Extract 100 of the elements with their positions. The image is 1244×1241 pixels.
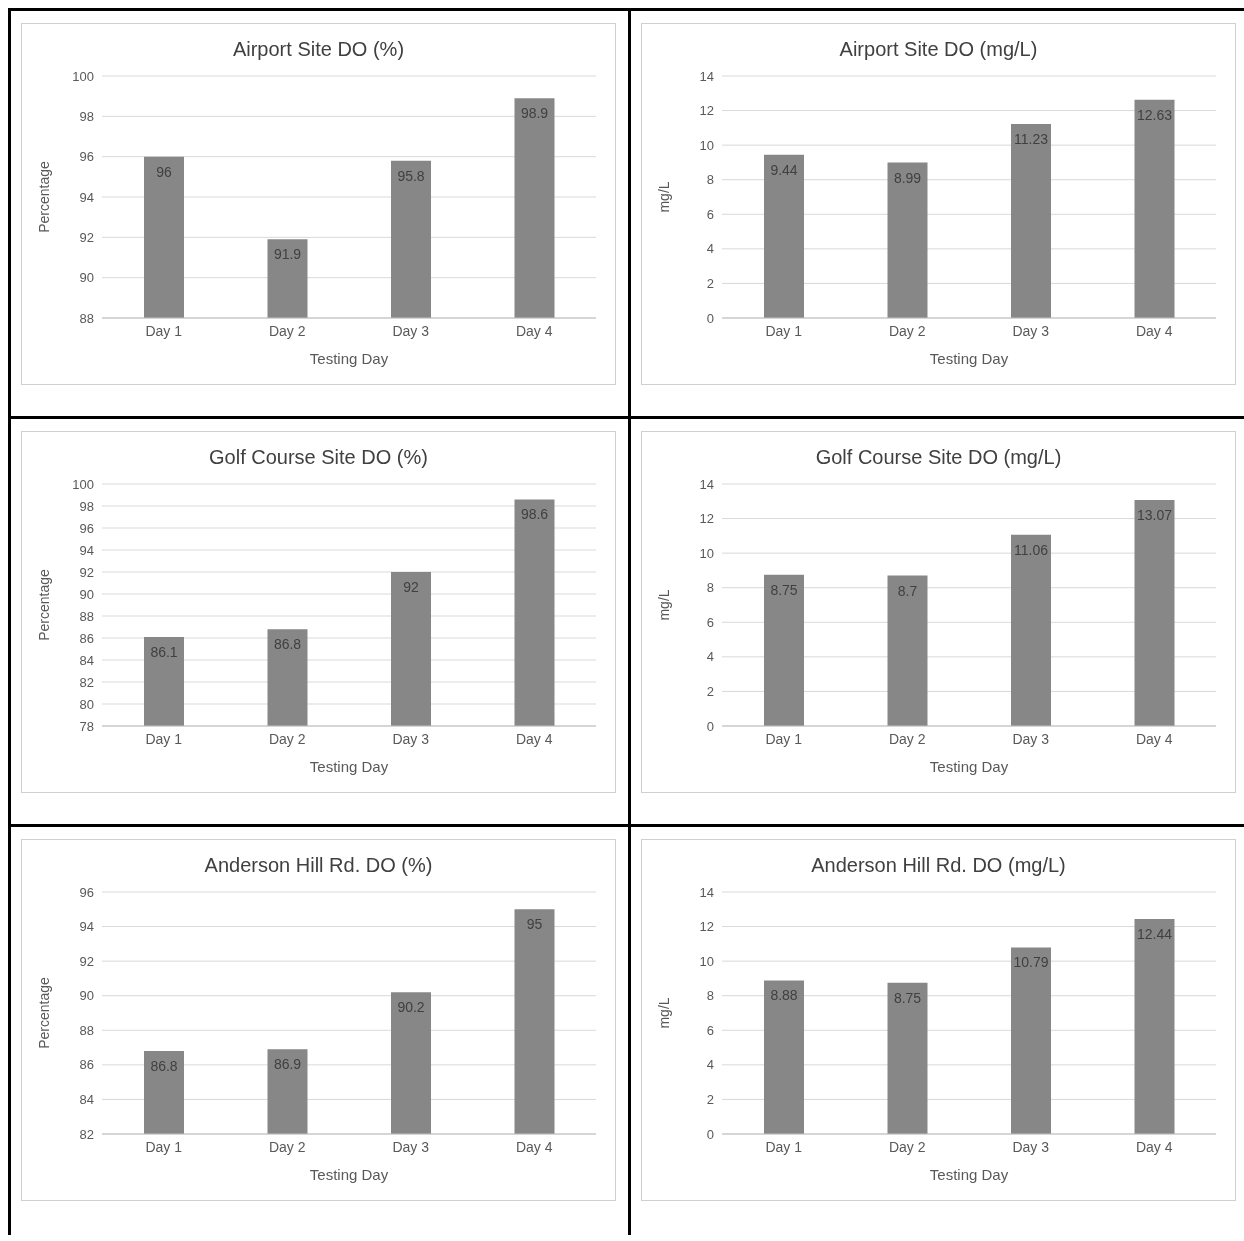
x-tick-label: Day 2 bbox=[888, 322, 926, 339]
y-tick-label: 8 bbox=[706, 580, 714, 596]
y-tick-label: 82 bbox=[79, 1126, 94, 1142]
y-tick-label: 10 bbox=[699, 545, 714, 561]
y-tick-label: 84 bbox=[79, 652, 94, 668]
y-tick-label: 88 bbox=[79, 608, 94, 624]
x-tick-label: Day 1 bbox=[765, 322, 803, 339]
y-axis-title: Percentage bbox=[35, 160, 52, 233]
data-label: 11.06 bbox=[1014, 541, 1049, 558]
x-tick-label: Day 3 bbox=[392, 322, 430, 339]
y-tick-label: 4 bbox=[706, 1057, 714, 1073]
y-tick-label: 96 bbox=[79, 884, 94, 900]
y-tick-label: 92 bbox=[79, 229, 94, 245]
y-tick-label: 92 bbox=[79, 564, 94, 580]
y-tick-label: 12 bbox=[699, 919, 714, 935]
x-tick-label: Day 2 bbox=[268, 1138, 306, 1155]
x-tick-label: Day 2 bbox=[888, 1138, 926, 1155]
y-tick-label: 90 bbox=[79, 270, 94, 286]
x-tick-label: Day 3 bbox=[1012, 1138, 1050, 1155]
y-tick-label: 82 bbox=[79, 674, 94, 690]
x-tick-label: Day 1 bbox=[145, 322, 183, 339]
y-tick-label: 14 bbox=[699, 884, 714, 900]
y-tick-label: 10 bbox=[699, 953, 714, 969]
chart-title: Airport Site DO (mg/L) bbox=[838, 37, 1039, 62]
y-axis-title: mg/L bbox=[655, 589, 672, 621]
x-axis-title: Testing Day bbox=[929, 758, 1009, 775]
y-tick-label: 78 bbox=[79, 718, 94, 734]
data-label: 98.9 bbox=[520, 105, 549, 122]
chart-title: Airport Site DO (%) bbox=[231, 37, 406, 62]
y-tick-label: 86 bbox=[79, 630, 94, 646]
y-tick-label: 12 bbox=[699, 103, 714, 119]
x-tick-label: Day 3 bbox=[392, 1138, 430, 1155]
x-tick-label: Day 4 bbox=[1135, 322, 1173, 339]
y-tick-label: 94 bbox=[79, 542, 94, 558]
y-tick-label: 92 bbox=[79, 953, 94, 969]
data-label: 8.7 bbox=[897, 582, 918, 599]
x-axis-title: Testing Day bbox=[309, 758, 389, 775]
data-label: 8.88 bbox=[770, 987, 798, 1004]
data-label: 8.75 bbox=[893, 989, 922, 1006]
x-axis-title: Testing Day bbox=[309, 1166, 389, 1183]
data-label: 96 bbox=[156, 163, 172, 180]
y-axis-title: mg/L bbox=[655, 997, 672, 1029]
x-tick-label: Day 4 bbox=[1135, 1138, 1173, 1155]
y-tick-label: 10 bbox=[699, 137, 714, 153]
chart-title: Anderson Hill Rd. DO (mg/L) bbox=[810, 853, 1067, 878]
y-tick-label: 100 bbox=[72, 476, 94, 492]
x-axis-title: Testing Day bbox=[309, 350, 389, 367]
y-tick-label: 14 bbox=[699, 476, 714, 492]
x-tick-label: Day 2 bbox=[268, 322, 306, 339]
data-label: 8.99 bbox=[893, 169, 922, 186]
x-tick-label: Day 3 bbox=[1012, 322, 1050, 339]
x-tick-label: Day 4 bbox=[1135, 730, 1173, 747]
data-label: 91.9 bbox=[273, 246, 302, 263]
data-label: 12.44 bbox=[1136, 925, 1173, 942]
y-tick-label: 98 bbox=[79, 108, 94, 124]
x-tick-label: Day 1 bbox=[765, 730, 803, 747]
data-label: 92 bbox=[403, 578, 419, 595]
y-tick-label: 88 bbox=[79, 1022, 94, 1038]
y-tick-label: 80 bbox=[79, 696, 94, 712]
y-tick-label: 0 bbox=[706, 310, 714, 326]
y-axis-title: Percentage bbox=[35, 568, 52, 641]
y-tick-label: 6 bbox=[706, 1022, 714, 1038]
y-tick-label: 2 bbox=[706, 276, 714, 292]
x-tick-label: Day 4 bbox=[515, 322, 553, 339]
data-label: 90.2 bbox=[397, 999, 425, 1016]
data-label: 11.23 bbox=[1014, 130, 1049, 147]
chart-title: Golf Course Site DO (mg/L) bbox=[814, 445, 1063, 470]
y-tick-label: 86 bbox=[79, 1057, 94, 1073]
y-tick-label: 94 bbox=[79, 189, 94, 205]
y-tick-label: 0 bbox=[706, 718, 714, 734]
y-tick-label: 4 bbox=[706, 241, 714, 257]
y-tick-label: 94 bbox=[79, 919, 94, 935]
data-label: 95.8 bbox=[397, 167, 425, 184]
y-tick-label: 0 bbox=[706, 1126, 714, 1142]
y-tick-label: 4 bbox=[706, 649, 714, 665]
x-tick-label: Day 4 bbox=[515, 1138, 553, 1155]
x-tick-label: Day 1 bbox=[765, 1138, 803, 1155]
y-tick-label: 2 bbox=[706, 684, 714, 700]
y-axis-title: Percentage bbox=[35, 976, 52, 1049]
x-tick-label: Day 3 bbox=[1012, 730, 1050, 747]
chart-title: Anderson Hill Rd. DO (%) bbox=[203, 853, 434, 878]
y-tick-label: 96 bbox=[79, 149, 94, 165]
x-tick-label: Day 2 bbox=[268, 730, 306, 747]
y-tick-label: 96 bbox=[79, 520, 94, 536]
y-tick-label: 2 bbox=[706, 1092, 714, 1108]
y-tick-label: 6 bbox=[706, 206, 714, 222]
y-tick-label: 90 bbox=[79, 586, 94, 602]
y-tick-label: 100 bbox=[72, 68, 94, 84]
data-label: 86.9 bbox=[273, 1056, 302, 1073]
x-tick-label: Day 3 bbox=[392, 730, 430, 747]
y-tick-label: 84 bbox=[79, 1092, 94, 1108]
y-tick-label: 6 bbox=[706, 614, 714, 630]
data-label: 9.44 bbox=[770, 161, 798, 178]
x-tick-label: Day 1 bbox=[145, 730, 183, 747]
x-tick-label: Day 1 bbox=[145, 1138, 183, 1155]
y-axis-title: mg/L bbox=[655, 181, 672, 213]
x-axis-title: Testing Day bbox=[929, 1166, 1009, 1183]
y-tick-label: 98 bbox=[79, 498, 94, 514]
y-tick-label: 14 bbox=[699, 68, 714, 84]
data-label: 86.8 bbox=[150, 1057, 178, 1074]
